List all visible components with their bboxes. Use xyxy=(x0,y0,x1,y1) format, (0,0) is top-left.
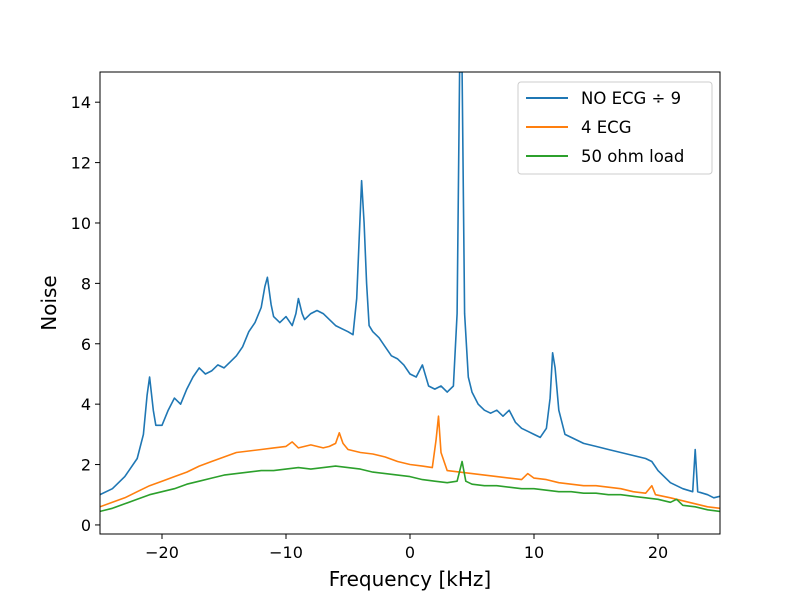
x-tick-label: −10 xyxy=(269,543,303,562)
y-tick-label: 12 xyxy=(71,154,91,173)
series-layer xyxy=(100,72,720,513)
legend-box xyxy=(517,81,713,175)
y-tick-label: 10 xyxy=(71,214,91,233)
x-tick-label: 0 xyxy=(405,543,415,562)
y-tick-label: 6 xyxy=(81,335,91,354)
series-line-2 xyxy=(100,460,720,513)
y-tick-label: 8 xyxy=(81,274,91,293)
series-line-0 xyxy=(100,72,720,499)
x-axis-label: Frequency [kHz] xyxy=(329,567,491,591)
y-tick-label: 0 xyxy=(81,516,91,535)
legend: NO ECG ÷ 9 4 ECG 50 ohm load xyxy=(517,81,713,175)
y-tick-label: 2 xyxy=(81,456,91,475)
x-tick-label: −20 xyxy=(145,543,179,562)
legend-label-0: NO ECG ÷ 9 xyxy=(581,89,681,108)
y-tick-label: 14 xyxy=(71,93,91,112)
series-line-1 xyxy=(100,415,720,510)
x-axis: −20 −10 0 10 20 xyxy=(145,534,668,562)
legend-label-1: 4 ECG xyxy=(581,118,631,137)
x-tick-label: 20 xyxy=(648,543,668,562)
y-tick-label: 4 xyxy=(81,395,91,414)
legend-label-2: 50 ohm load xyxy=(581,147,684,166)
y-axis-label: Noise xyxy=(37,275,61,330)
x-tick-label: 10 xyxy=(524,543,544,562)
y-axis: 0 2 4 6 8 10 12 14 xyxy=(71,93,100,535)
